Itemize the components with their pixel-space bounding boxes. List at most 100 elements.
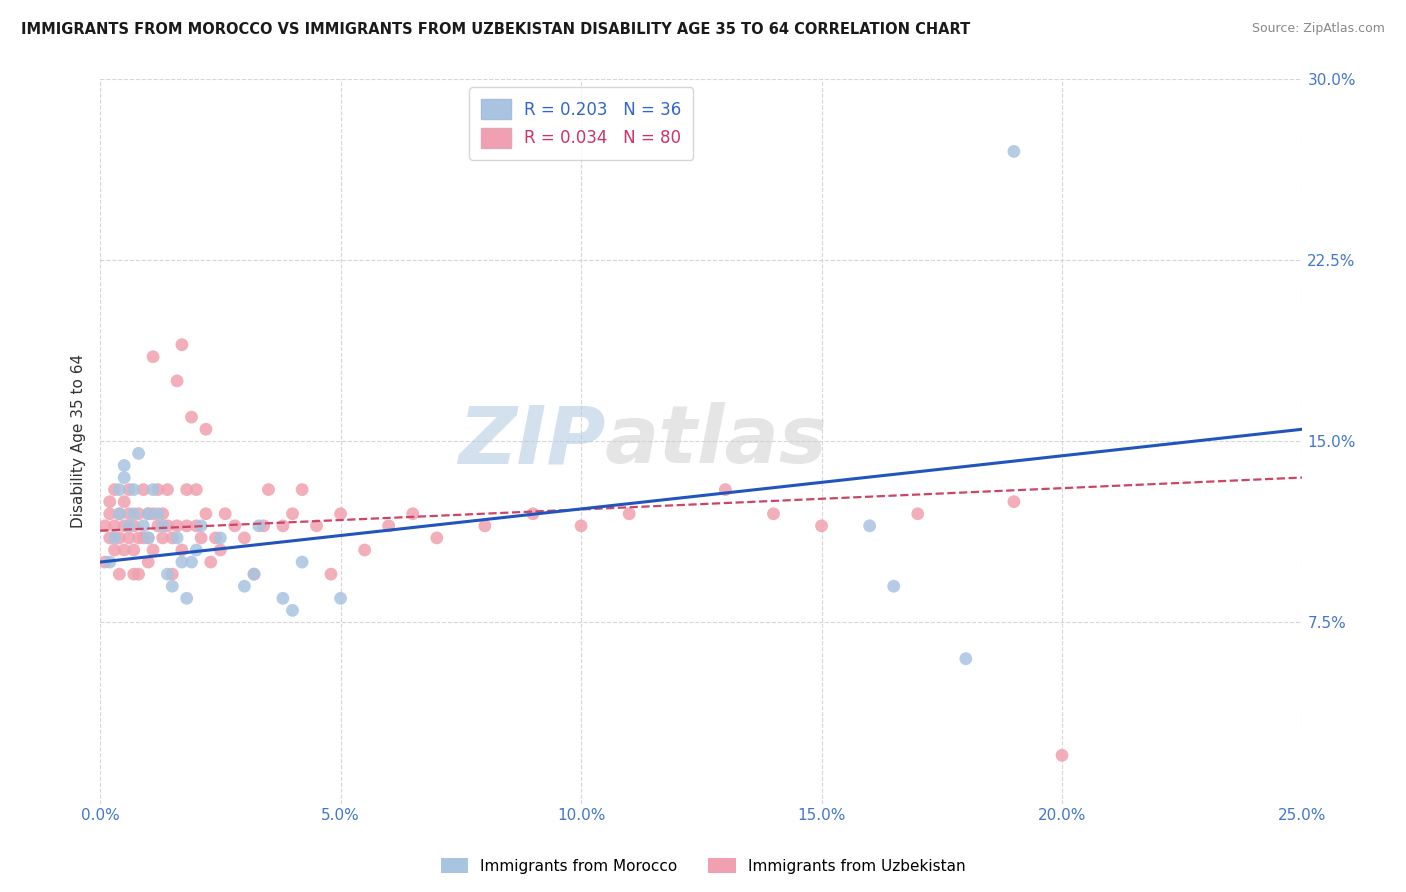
Point	[762, 507, 785, 521]
Point	[166, 519, 188, 533]
Text: ZIP: ZIP	[458, 402, 605, 480]
Point	[353, 543, 375, 558]
Point	[194, 422, 217, 436]
Point	[146, 507, 169, 521]
Point	[305, 519, 328, 533]
Point	[136, 531, 159, 545]
Point	[118, 483, 141, 497]
Point	[156, 519, 179, 533]
Point	[136, 555, 159, 569]
Point	[103, 519, 125, 533]
Point	[209, 543, 232, 558]
Point	[108, 483, 131, 497]
Point	[402, 507, 425, 521]
Point	[94, 555, 117, 569]
Point	[204, 531, 226, 545]
Point	[162, 531, 184, 545]
Point	[194, 507, 217, 521]
Point	[522, 507, 544, 521]
Point	[329, 591, 352, 606]
Legend: R = 0.203   N = 36, R = 0.034   N = 80: R = 0.203 N = 36, R = 0.034 N = 80	[470, 87, 693, 160]
Point	[112, 470, 135, 484]
Point	[136, 507, 159, 521]
Point	[142, 350, 165, 364]
Point	[329, 507, 352, 521]
Point	[98, 555, 121, 569]
Point	[112, 519, 135, 533]
Point	[569, 519, 592, 533]
Point	[98, 494, 121, 508]
Point	[103, 531, 125, 545]
Point	[108, 507, 131, 521]
Point	[190, 519, 212, 533]
Point	[122, 483, 145, 497]
Point	[1002, 494, 1025, 508]
Point	[170, 555, 193, 569]
Point	[132, 483, 155, 497]
Point	[176, 591, 198, 606]
Point	[714, 483, 737, 497]
Point	[291, 483, 314, 497]
Point	[224, 519, 246, 533]
Point	[883, 579, 905, 593]
Point	[108, 567, 131, 582]
Point	[136, 507, 159, 521]
Point	[170, 337, 193, 351]
Point	[190, 531, 212, 545]
Text: IMMIGRANTS FROM MOROCCO VS IMMIGRANTS FROM UZBEKISTAN DISABILITY AGE 35 TO 64 CO: IMMIGRANTS FROM MOROCCO VS IMMIGRANTS FR…	[21, 22, 970, 37]
Point	[810, 519, 832, 533]
Point	[253, 519, 276, 533]
Point	[474, 519, 496, 533]
Point	[142, 507, 165, 521]
Point	[146, 519, 169, 533]
Point	[162, 567, 184, 582]
Point	[176, 519, 198, 533]
Point	[426, 531, 449, 545]
Text: atlas: atlas	[605, 402, 828, 480]
Point	[142, 483, 165, 497]
Point	[617, 507, 640, 521]
Point	[859, 519, 882, 533]
Point	[146, 483, 169, 497]
Point	[243, 567, 266, 582]
Point	[122, 543, 145, 558]
Point	[247, 519, 270, 533]
Point	[118, 507, 141, 521]
Point	[152, 531, 174, 545]
Point	[118, 519, 141, 533]
Point	[186, 483, 208, 497]
Legend: Immigrants from Morocco, Immigrants from Uzbekistan: Immigrants from Morocco, Immigrants from…	[434, 852, 972, 880]
Point	[166, 374, 188, 388]
Point	[200, 555, 222, 569]
Point	[136, 531, 159, 545]
Point	[128, 507, 150, 521]
Point	[166, 531, 188, 545]
Point	[108, 531, 131, 545]
Point	[319, 567, 342, 582]
Point	[257, 483, 280, 497]
Point	[98, 507, 121, 521]
Point	[103, 483, 125, 497]
Point	[122, 567, 145, 582]
Point	[122, 507, 145, 521]
Point	[156, 567, 179, 582]
Point	[142, 543, 165, 558]
Point	[955, 651, 977, 665]
Point	[162, 579, 184, 593]
Point	[281, 507, 304, 521]
Point	[377, 519, 399, 533]
Point	[128, 567, 150, 582]
Point	[1050, 748, 1073, 763]
Point	[186, 519, 208, 533]
Point	[271, 591, 294, 606]
Point	[118, 531, 141, 545]
Point	[233, 531, 256, 545]
Point	[180, 410, 202, 425]
Point	[176, 483, 198, 497]
Point	[122, 519, 145, 533]
Point	[152, 519, 174, 533]
Point	[281, 603, 304, 617]
Point	[128, 446, 150, 460]
Point	[291, 555, 314, 569]
Point	[186, 543, 208, 558]
